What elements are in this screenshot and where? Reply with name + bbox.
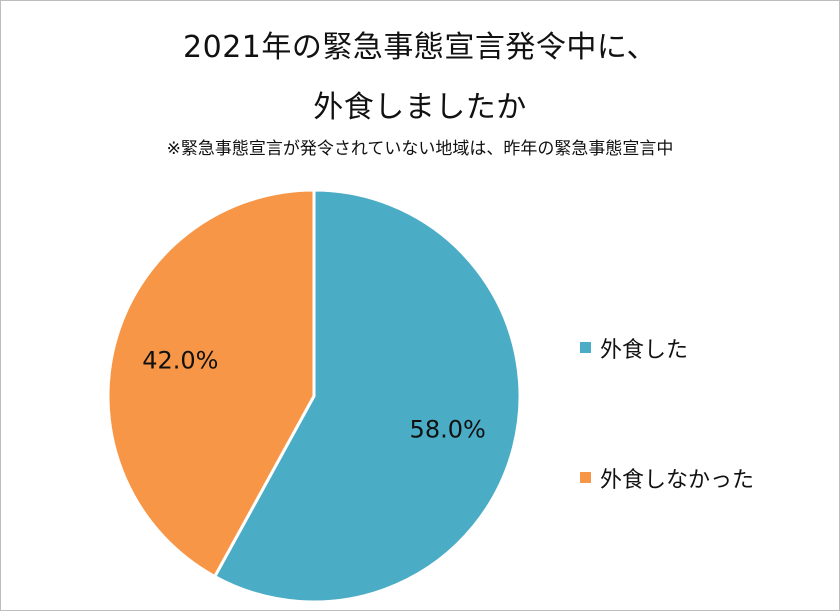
chart-title-line1: 2021年の緊急事態宣言発令中に、 bbox=[183, 30, 657, 65]
data-label-gaishoku-shinakatta: 42.0% bbox=[142, 347, 218, 375]
legend-label-gaishoku-shinakatta: 外食しなかった bbox=[600, 468, 755, 493]
pie-slice-gaishoku-shita bbox=[212, 188, 522, 604]
legend-swatch-gaishoku-shinakatta bbox=[580, 472, 591, 483]
legend-label-gaishoku-shita: 外食した bbox=[600, 338, 689, 363]
chart-title-line2: 外食しましたか bbox=[313, 90, 527, 125]
chart-subtitle: ※緊急事態宣言が発令されていない地域は、昨年の緊急事態宣言中 bbox=[166, 139, 674, 159]
pie-slice-gaishoku-shinakatta bbox=[106, 188, 316, 579]
legend-swatch-gaishoku-shita bbox=[580, 342, 591, 353]
data-label-gaishoku-shita: 58.0% bbox=[410, 415, 486, 443]
